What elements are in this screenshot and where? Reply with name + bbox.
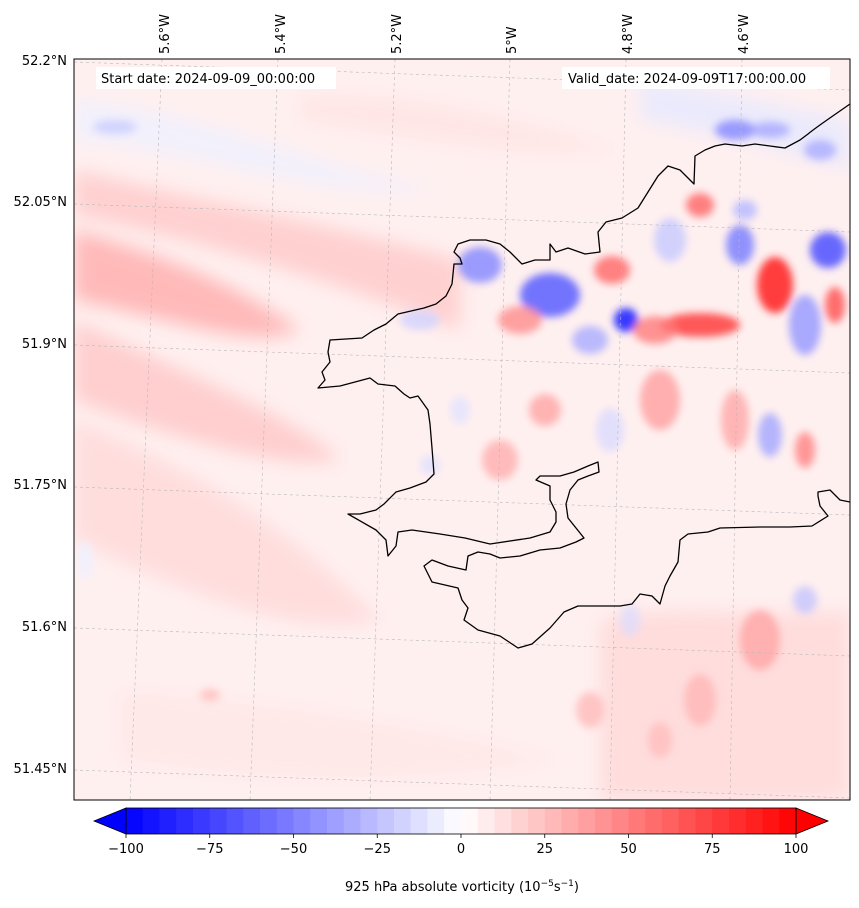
colorbar: −100 −75 −50 −25 0 25 50 75 100 925 hPa absolute… — [92, 807, 830, 895]
coastline — [317, 103, 850, 649]
colorbar-segment — [461, 808, 479, 834]
colorbar-segment — [260, 808, 278, 834]
colorbar-segment — [142, 808, 160, 834]
colorbar-segment — [578, 808, 596, 834]
lat-tick-label: 51.9°N — [22, 337, 67, 352]
colorbar-segment — [628, 808, 646, 834]
colorbar-segment — [528, 808, 546, 834]
colorbar-segment — [293, 808, 311, 834]
colorbar-segment — [159, 808, 177, 834]
colorbar-tick-label: −100 — [108, 842, 144, 857]
colorbar-segment — [327, 808, 345, 834]
colorbar-segment — [779, 808, 797, 834]
colorbar-segment — [209, 808, 227, 834]
lat-tick-label: 52.05°N — [14, 195, 67, 210]
map-panel: Start date: 2024-09-09_00:00:00 Valid_da… — [74, 59, 850, 800]
lon-tick-label: 5°W — [505, 26, 520, 54]
colorbar-label: 925 hPa absolute vorticity (10−5s−1) — [345, 879, 579, 895]
colorbar-segment — [762, 808, 780, 834]
vorticity-field-detail — [77, 120, 846, 758]
lon-tick-label: 5.6°W — [158, 14, 173, 54]
colorbar-segment — [662, 808, 680, 834]
lon-tick-label: 5.2°W — [390, 14, 405, 54]
lon-tick-label: 4.8°W — [621, 14, 636, 54]
valid-date-text: Valid_date: 2024-09-09T17:00:00.00 — [568, 72, 806, 87]
colorbar-segment — [394, 808, 412, 834]
lon-tick-label: 5.4°W — [274, 14, 289, 54]
colorbar-segment — [377, 808, 395, 834]
colorbar-segment — [511, 808, 529, 834]
colorbar-segment — [595, 808, 613, 834]
lat-tick-label: 51.6°N — [22, 620, 67, 635]
colorbar-tick-label: −75 — [196, 842, 223, 857]
start-date-box: Start date: 2024-09-09_00:00:00 — [96, 67, 336, 89]
colorbar-tick-label: 50 — [620, 842, 637, 857]
colorbar-ticks: −100 −75 −50 −25 0 25 50 75 100 — [108, 834, 808, 857]
colorbar-segment — [360, 808, 378, 834]
colorbar-segment — [494, 808, 512, 834]
colorbar-segments — [126, 808, 797, 834]
colorbar-segment — [176, 808, 194, 834]
colorbar-segment — [695, 808, 713, 834]
colorbar-segment — [729, 808, 747, 834]
lat-tick-label: 52.2°N — [22, 54, 67, 69]
colorbar-tick-label: 75 — [704, 842, 721, 857]
colorbar-segment — [561, 808, 579, 834]
colorbar-segment — [444, 808, 462, 834]
colorbar-segment — [645, 808, 663, 834]
colorbar-extend-max — [795, 807, 830, 835]
lat-tick-label: 51.45°N — [14, 762, 67, 777]
colorbar-segment — [712, 808, 730, 834]
colorbar-segment — [410, 808, 428, 834]
colorbar-segment — [544, 808, 562, 834]
latitude-tick-labels: 52.2°N 52.05°N 51.9°N 51.75°N 51.6°N 51.… — [14, 54, 67, 777]
lat-tick-label: 51.75°N — [14, 478, 67, 493]
colorbar-tick-label: 0 — [457, 842, 465, 857]
colorbar-segment — [343, 808, 361, 834]
colorbar-extend-min — [92, 807, 127, 835]
colorbar-segment — [276, 808, 294, 834]
colorbar-segment — [678, 808, 696, 834]
colorbar-segment — [126, 808, 144, 834]
map-gridlines — [74, 59, 850, 800]
map-frame — [73, 58, 851, 801]
start-date-text: Start date: 2024-09-09_00:00:00 — [101, 72, 315, 87]
colorbar-segment — [477, 808, 495, 834]
colorbar-segment — [427, 808, 445, 834]
colorbar-segment — [611, 808, 629, 834]
valid-date-box: Valid_date: 2024-09-09T17:00:00.00 — [562, 67, 830, 89]
colorbar-segment — [243, 808, 261, 834]
lon-tick-label: 4.6°W — [737, 14, 752, 54]
colorbar-tick-label: 100 — [784, 842, 809, 857]
colorbar-tick-label: 25 — [536, 842, 553, 857]
longitude-tick-labels: 5.6°W 5.4°W 5.2°W 5°W 4.8°W 4.6°W — [158, 14, 752, 54]
colorbar-segment — [193, 808, 211, 834]
colorbar-segment — [226, 808, 244, 834]
colorbar-segment — [310, 808, 328, 834]
colorbar-tick-label: −25 — [364, 842, 391, 857]
colorbar-segment — [745, 808, 763, 834]
colorbar-tick-label: −50 — [280, 842, 307, 857]
